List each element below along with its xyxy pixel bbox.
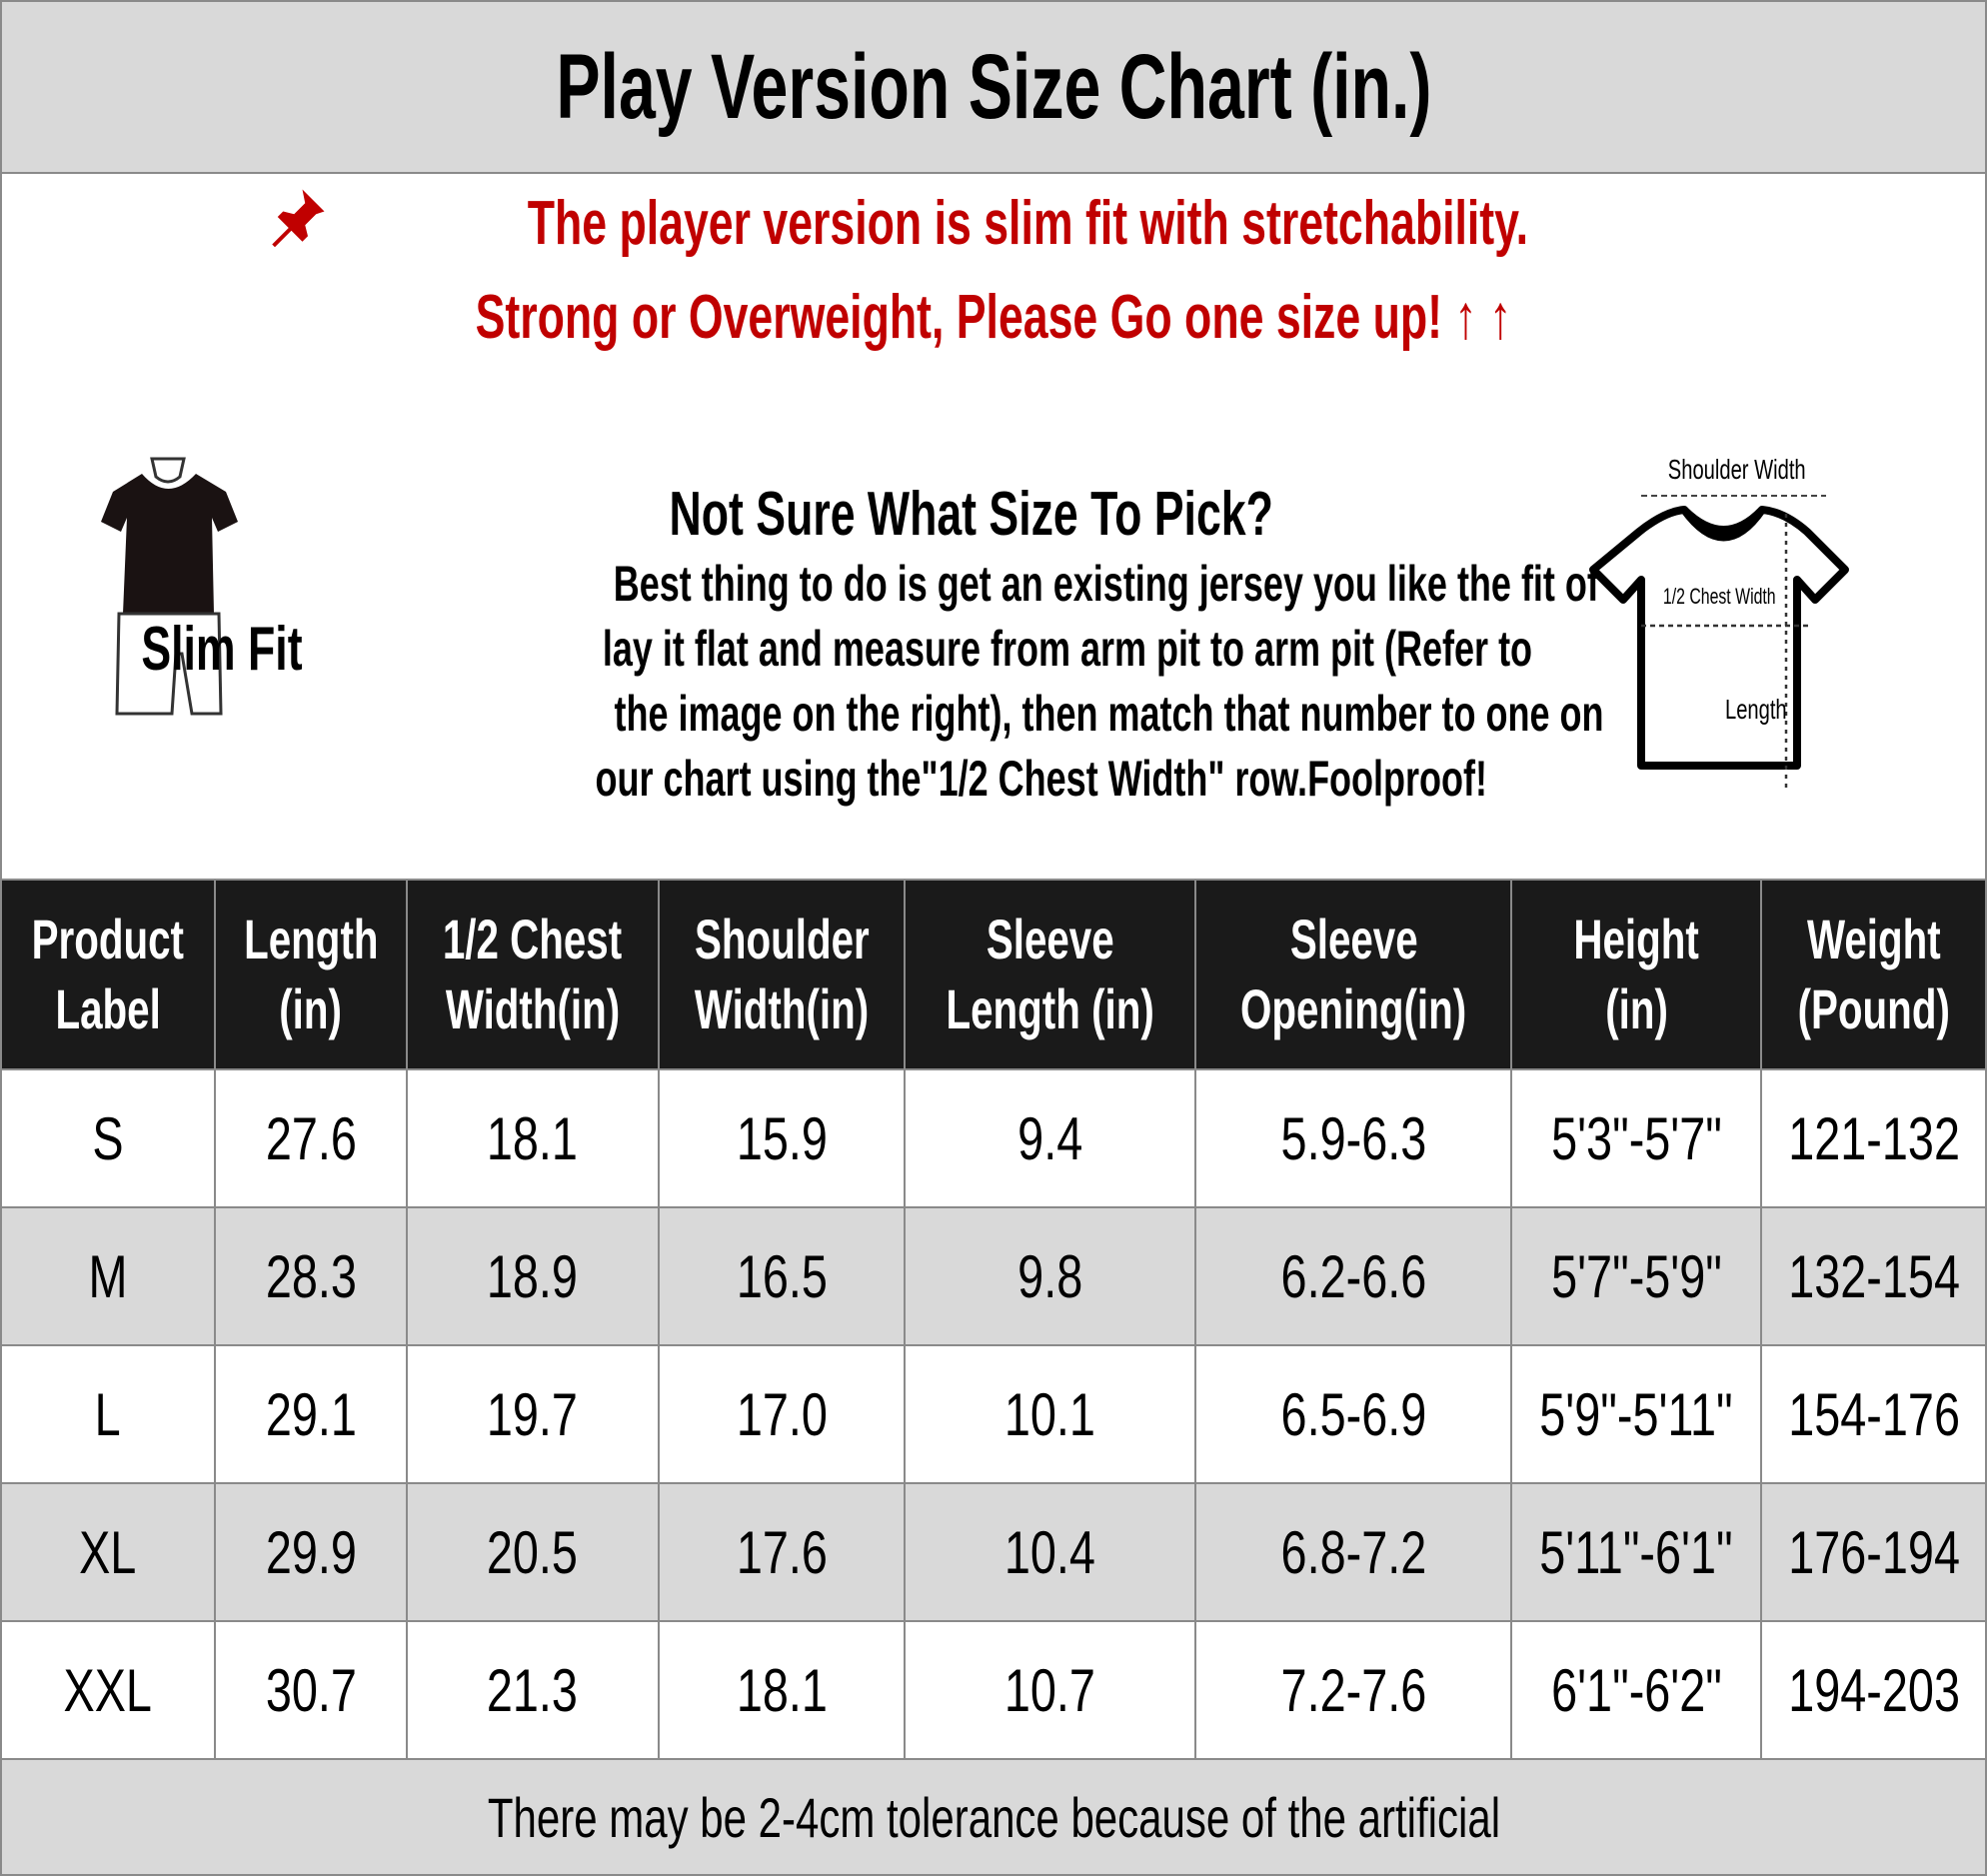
page-title: Play Version Size Chart (in.) [0, 0, 1987, 174]
table-cell: 17.6 [657, 1482, 907, 1622]
length-label: Length [1724, 694, 1787, 725]
table-cell: 21.3 [405, 1620, 660, 1760]
table-cell: 132-154 [1760, 1206, 1987, 1346]
table-cell: 5'11"-6'1" [1510, 1482, 1763, 1622]
measurement-diagram: Shoulder Width 1/2 Chest Width Length [1581, 444, 1881, 804]
table-row: S 27.6 18.1 15.9 9.4 5.9-6.3 5'3"-5'7" 121-132 [0, 1068, 1987, 1208]
table-cell: 29.1 [214, 1344, 408, 1484]
size-table: Product Label Length (in) 1/2 Chest Width(in)… [0, 879, 1987, 1760]
table-cell: 6.5-6.9 [1194, 1344, 1513, 1484]
table-cell: 5'3"-5'7" [1510, 1068, 1763, 1208]
table-cell: 5.9-6.3 [1194, 1068, 1513, 1208]
mannequin-icon [101, 457, 238, 716]
column-header: Height (in) [1510, 879, 1763, 1070]
table-cell: XXL [0, 1620, 216, 1760]
table-cell: 30.7 [214, 1620, 408, 1760]
column-header: Product Label [0, 879, 216, 1070]
tolerance-footer: There may be 2-4cm tolerance because of … [0, 1758, 1987, 1876]
table-cell: 6'1"-6'2" [1510, 1620, 1763, 1760]
chest-width-label: 1/2 Chest Width [1662, 584, 1776, 609]
table-cell: 10.4 [904, 1482, 1197, 1622]
column-header: Shoulder Width(in) [657, 879, 907, 1070]
column-header: Sleeve Length (in) [904, 879, 1197, 1070]
table-cell: XL [0, 1482, 216, 1622]
table-row: M 28.3 18.9 16.5 9.8 6.2-6.6 5'7"-5'9" 132-154 [0, 1206, 1987, 1346]
table-cell: 5'7"-5'9" [1510, 1206, 1763, 1346]
table-cell: 5'9"-5'11" [1510, 1344, 1763, 1484]
table-cell: 6.2-6.6 [1194, 1206, 1513, 1346]
size-up-notice: Strong or Overweight, Please Go one size… [475, 283, 1512, 352]
table-cell: 17.0 [657, 1344, 907, 1484]
table-cell: 18.1 [657, 1620, 907, 1760]
column-header: Length (in) [214, 879, 408, 1070]
column-header: 1/2 Chest Width(in) [405, 879, 660, 1070]
notice-section: The player version is slim fit with stre… [0, 174, 1987, 879]
table-cell: 9.8 [904, 1206, 1197, 1346]
table-cell: 15.9 [657, 1068, 907, 1208]
table-cell: 16.5 [657, 1206, 907, 1346]
table-row: XL 29.9 20.5 17.6 10.4 6.8-7.2 5'11"-6'1" 176-1… [0, 1482, 1987, 1622]
table-cell: 10.1 [904, 1344, 1197, 1484]
table-cell: 194-203 [1760, 1620, 1987, 1760]
table-header-row: Product Label Length (in) 1/2 Chest Width(in)… [0, 879, 1987, 1070]
table-cell: 18.9 [405, 1206, 660, 1346]
table-cell: 19.7 [405, 1344, 660, 1484]
slim-fit-notice: The player version is slim fit with stre… [2, 184, 1985, 259]
table-cell: 10.7 [904, 1620, 1197, 1760]
table-cell: M [0, 1206, 216, 1346]
shoulder-width-label: Shoulder Width [1667, 454, 1806, 485]
pushpin-icon [272, 189, 325, 248]
table-cell: 121-132 [1760, 1068, 1987, 1208]
table-cell: 7.2-7.6 [1194, 1620, 1513, 1760]
column-header: Weight (Pound) [1760, 879, 1987, 1070]
table-cell: 6.8-7.2 [1194, 1482, 1513, 1622]
table-cell: 20.5 [405, 1482, 660, 1622]
table-cell: 29.9 [214, 1482, 408, 1622]
table-cell: 154-176 [1760, 1344, 1987, 1484]
table-row: L 29.1 19.7 17.0 10.1 6.5-6.9 5'9"-5'11" 154-17… [0, 1344, 1987, 1484]
table-cell: 28.3 [214, 1206, 408, 1346]
table-cell: 176-194 [1760, 1482, 1987, 1622]
tshirt-icon [1589, 495, 1849, 789]
column-header: Sleeve Opening(in) [1194, 879, 1513, 1070]
table-cell: 27.6 [214, 1068, 408, 1208]
help-text: Best thing to do is get an existing jers… [595, 556, 1604, 807]
table-row: XXL 30.7 21.3 18.1 10.7 7.2-7.6 6'1"-6'2" 194-2… [0, 1620, 1987, 1760]
table-cell: 18.1 [405, 1068, 660, 1208]
table-cell: L [0, 1344, 216, 1484]
slim-fit-label: Slim Fit [141, 615, 303, 684]
table-cell: S [0, 1068, 216, 1208]
help-heading: Not Sure What Size To Pick? [669, 480, 1274, 549]
table-cell: 9.4 [904, 1068, 1197, 1208]
